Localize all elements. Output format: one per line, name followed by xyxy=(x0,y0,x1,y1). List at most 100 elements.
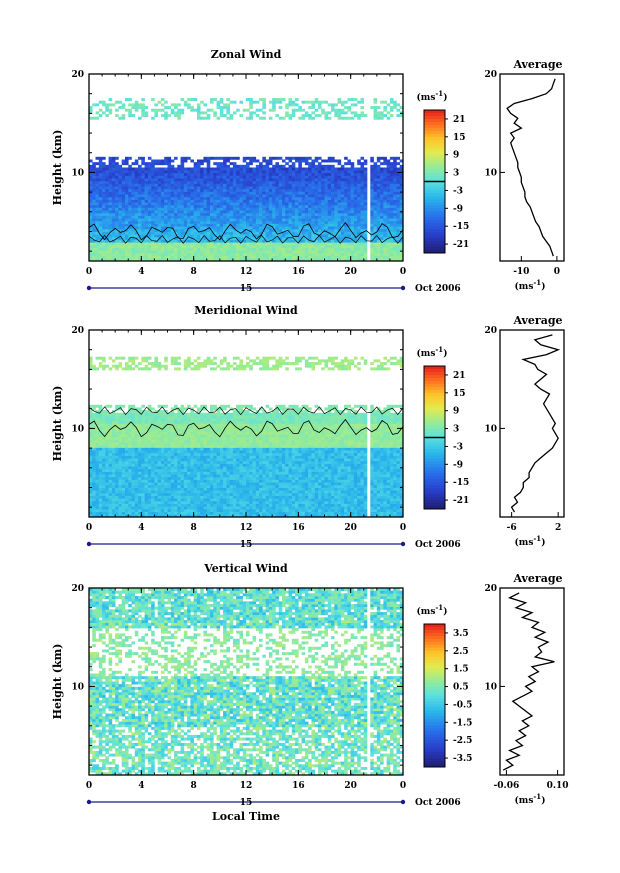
field-cell xyxy=(170,111,175,115)
field-cell xyxy=(98,511,103,515)
colorbar-segment xyxy=(424,193,445,197)
field-cell xyxy=(331,228,335,232)
field-cell xyxy=(389,231,394,235)
field-cell xyxy=(203,172,208,176)
field-cell xyxy=(164,218,168,222)
field-cell xyxy=(193,242,198,246)
field-cell xyxy=(95,460,100,464)
field-cell xyxy=(160,188,165,192)
field-cell xyxy=(383,218,387,222)
field-cell xyxy=(183,226,188,230)
field-cell xyxy=(190,250,194,254)
field-cell xyxy=(200,239,204,243)
field-cell xyxy=(164,226,168,230)
field-cell xyxy=(373,108,378,112)
field-cell xyxy=(121,404,126,408)
field-cell xyxy=(389,215,394,219)
field-cell xyxy=(249,180,253,184)
field-cell xyxy=(246,255,250,259)
field-cell xyxy=(89,242,93,246)
field-cell xyxy=(154,474,158,478)
field-cell xyxy=(334,108,338,112)
field-cell xyxy=(111,423,116,427)
field-cell xyxy=(213,183,217,187)
field-cell xyxy=(304,196,309,200)
field-cell xyxy=(393,207,397,211)
field-cell xyxy=(174,231,178,235)
field-cell xyxy=(121,460,126,464)
field-cell xyxy=(226,183,230,187)
field-cell xyxy=(389,218,394,222)
field-cell xyxy=(105,404,109,408)
field-cell xyxy=(111,162,116,166)
field-cell xyxy=(380,186,384,190)
field-cell xyxy=(278,258,283,262)
field-cell xyxy=(216,258,221,262)
field-cell xyxy=(167,204,172,208)
field-cell xyxy=(154,258,158,262)
field-cell xyxy=(357,100,361,104)
field-cell xyxy=(363,250,368,254)
field-cell xyxy=(111,490,116,494)
field-cell xyxy=(226,98,230,102)
field-cell xyxy=(167,170,172,174)
field-cell xyxy=(226,178,230,182)
field-cell xyxy=(170,108,175,112)
field-cell xyxy=(252,252,257,256)
field-cell xyxy=(396,191,401,195)
field-cell xyxy=(278,204,283,208)
field-cell xyxy=(167,242,172,246)
field-cell xyxy=(108,172,113,176)
field-cell xyxy=(121,207,126,211)
field-cell xyxy=(131,239,136,243)
field-cell xyxy=(344,207,348,211)
field-cell xyxy=(200,215,204,219)
field-cell xyxy=(102,364,106,368)
field-cell xyxy=(324,242,329,246)
field-cell xyxy=(386,103,391,107)
field-cell xyxy=(157,202,162,206)
field-cell xyxy=(89,468,93,472)
field-cell xyxy=(396,162,401,166)
field-cell xyxy=(337,242,342,246)
field-cell xyxy=(344,236,348,240)
field-cell xyxy=(151,108,155,112)
field-cell xyxy=(128,252,132,256)
field-cell xyxy=(363,186,368,190)
field-cell xyxy=(131,442,136,446)
field-cell xyxy=(138,444,142,448)
field-cell xyxy=(373,252,378,256)
field-cell xyxy=(102,231,106,235)
field-cell xyxy=(134,207,139,211)
field-cell xyxy=(396,210,401,214)
field-cell xyxy=(154,167,158,171)
field-cell xyxy=(393,242,397,246)
field-cell xyxy=(399,250,404,254)
field-cell xyxy=(128,199,132,203)
field-cell xyxy=(265,255,270,259)
field-cell xyxy=(216,228,221,232)
field-cell xyxy=(255,228,260,232)
field-cell xyxy=(154,460,158,464)
field-cell xyxy=(141,172,145,176)
field-cell xyxy=(239,239,244,243)
field-cell xyxy=(203,183,208,187)
field-cell xyxy=(311,247,315,251)
field-cell xyxy=(160,114,165,118)
field-cell xyxy=(216,199,221,203)
profile-y-tick-label: 20 xyxy=(484,70,497,80)
field-cell xyxy=(105,247,109,251)
field-cell xyxy=(190,218,194,222)
field-cell xyxy=(147,172,152,176)
field-cell xyxy=(370,252,374,256)
field-cell xyxy=(121,484,126,488)
field-cell xyxy=(373,180,378,184)
field-cell xyxy=(206,156,211,160)
field-cell xyxy=(278,196,283,200)
field-cell xyxy=(144,106,149,110)
field-cell xyxy=(118,170,123,174)
field-cell xyxy=(249,188,253,192)
field-cell xyxy=(190,215,194,219)
field-cell xyxy=(246,239,250,243)
field-cell xyxy=(304,188,309,192)
